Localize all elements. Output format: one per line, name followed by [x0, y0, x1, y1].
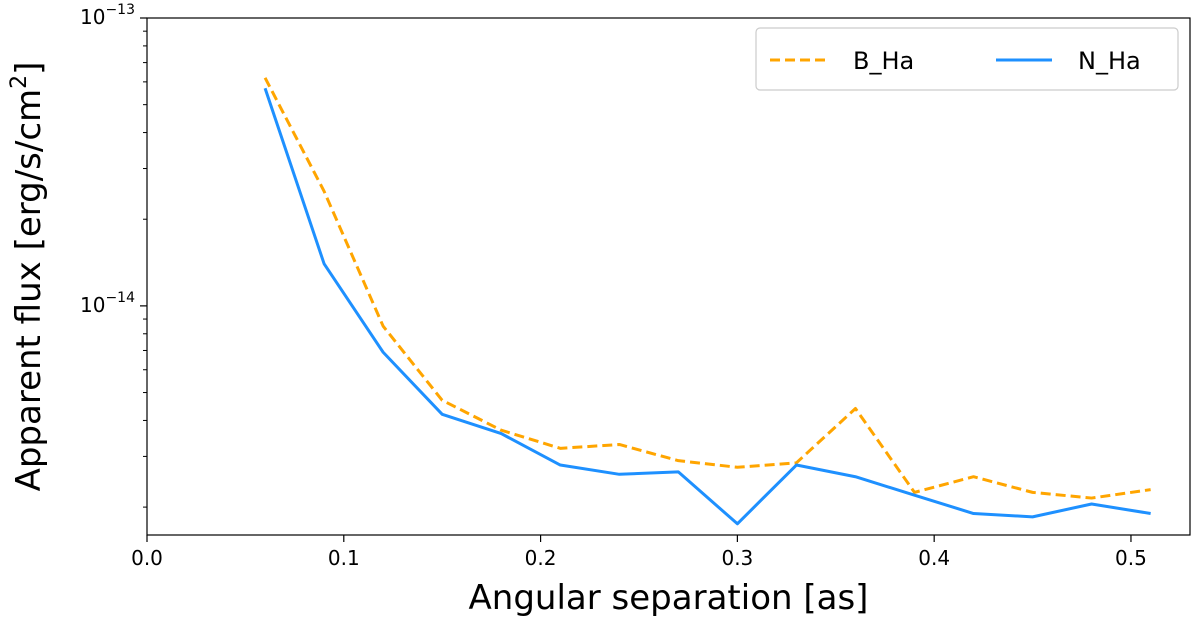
y-axis-label: Apparent flux [erg/s/cm2] — [7, 62, 49, 492]
x-tick-label: 0.1 — [328, 546, 360, 570]
series-line-b-ha — [263, 77, 1151, 500]
x-tick-label: 0.5 — [1115, 546, 1147, 570]
x-tick-label: 0.0 — [131, 546, 163, 570]
legend-box — [755, 27, 1179, 91]
plot-frame — [146, 17, 1191, 536]
legend-label-b-ha: B_Ha — [853, 47, 914, 75]
y-tick-label: 10−13 — [80, 2, 135, 29]
legend: B_Ha N_Ha — [755, 27, 1179, 91]
y-tick-label: 10−14 — [80, 290, 135, 317]
x-axis-label: Angular separation [as] — [469, 578, 869, 618]
series-line-n-ha — [263, 87, 1151, 526]
x-tick-label: 0.2 — [525, 546, 557, 570]
x-tick-label: 0.3 — [721, 546, 753, 570]
y-axis: 10−13 10−14 — [80, 2, 147, 508]
x-axis: 0.0 0.1 0.2 0.3 0.4 0.5 — [131, 535, 1147, 570]
x-tick-label: 0.4 — [918, 546, 950, 570]
series-layer — [263, 77, 1151, 526]
legend-label-n-ha: N_Ha — [1078, 47, 1141, 75]
